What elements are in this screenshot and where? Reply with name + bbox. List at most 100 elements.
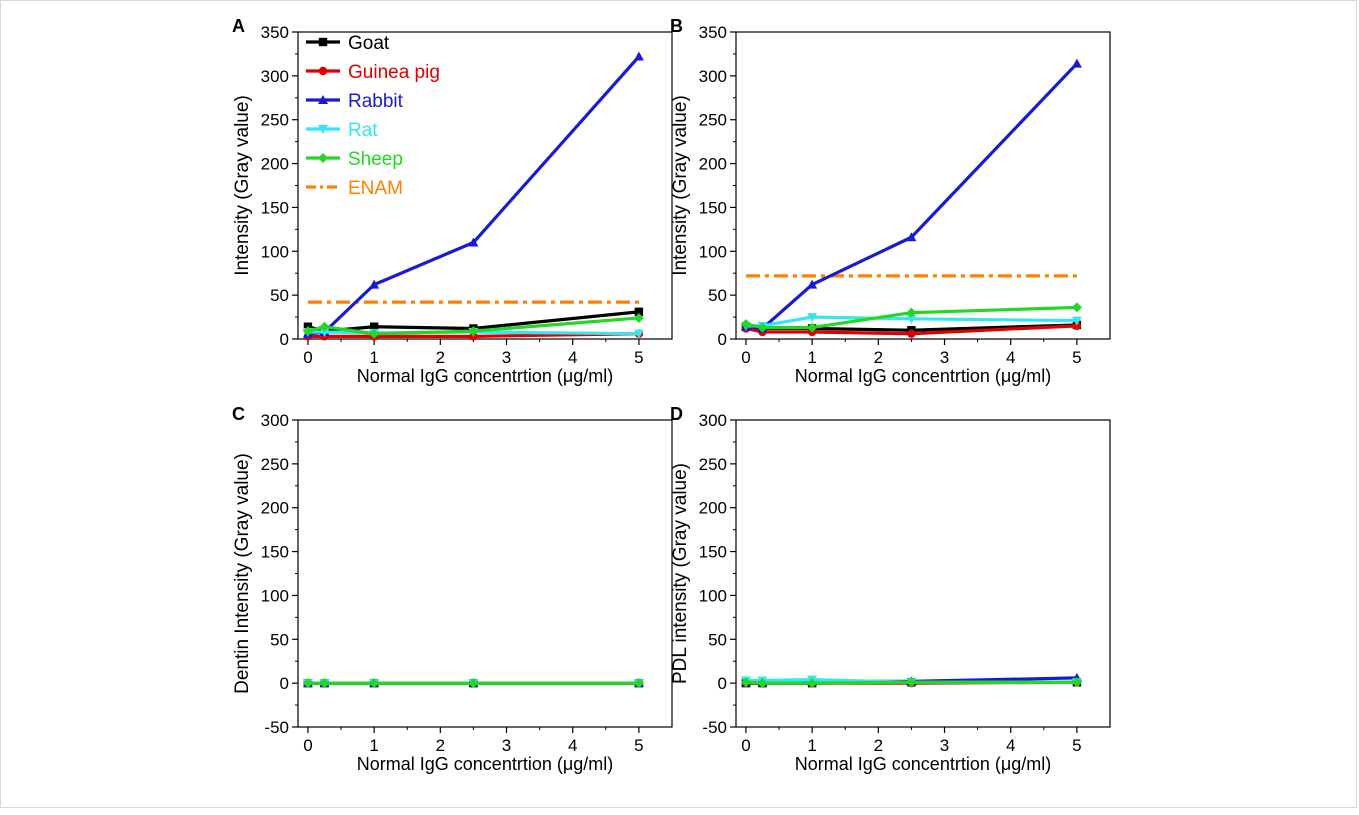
x-tick-label: 0 <box>741 348 750 367</box>
x-tick-label: 0 <box>303 736 312 755</box>
x-tick-label: 3 <box>940 348 949 367</box>
data-point-sheep <box>740 677 751 688</box>
y-tick-label: 50 <box>708 630 727 649</box>
x-tick-label: 5 <box>634 736 643 755</box>
data-point-sheep <box>633 312 644 323</box>
y-tick-label: 150 <box>699 198 727 217</box>
y-tick-label: 100 <box>261 586 289 605</box>
y-tick-label: -50 <box>264 718 289 737</box>
series-sheep <box>740 302 1082 333</box>
y-tick-label: 0 <box>280 674 289 693</box>
legend-label-sheep: Sheep <box>348 149 403 170</box>
data-point-sheep <box>1071 302 1082 313</box>
x-tick-label: 5 <box>1072 348 1081 367</box>
data-point-sheep <box>369 328 380 339</box>
data-point-rat <box>807 313 818 323</box>
y-tick-label: 250 <box>261 111 289 130</box>
x-tick-label: 2 <box>874 736 883 755</box>
y-tick-label: 200 <box>699 155 727 174</box>
data-point-rabbit <box>468 237 479 247</box>
x-tick-label: 1 <box>369 348 378 367</box>
legend-label-goat: Goat <box>348 33 390 54</box>
y-tick-label: 300 <box>699 411 727 430</box>
data-point-rabbit <box>906 232 917 242</box>
data-point-guinea-pig <box>1072 321 1082 331</box>
legend-marker-rabbit <box>318 95 328 104</box>
y-tick-label: 350 <box>261 23 289 42</box>
y-tick-label: 300 <box>261 67 289 86</box>
data-point-sheep <box>369 678 380 689</box>
y-tick-label: 250 <box>261 455 289 474</box>
data-point-sheep <box>906 677 917 688</box>
x-tick-label: 4 <box>568 736 577 755</box>
data-point-sheep <box>740 319 751 330</box>
y-tick-label: 100 <box>699 586 727 605</box>
y-axis-label: Intensity (Gray value) <box>232 95 253 276</box>
legend-marker-guinea-pig <box>318 66 328 76</box>
data-point-sheep <box>319 321 330 332</box>
x-tick-label: 3 <box>502 736 511 755</box>
y-tick-label: 50 <box>270 286 289 305</box>
x-tick-label: 2 <box>874 348 883 367</box>
x-tick-label: 1 <box>807 736 816 755</box>
y-tick-label: 200 <box>699 499 727 518</box>
series-rabbit <box>740 58 1082 333</box>
data-point-sheep <box>1071 677 1082 688</box>
legend-label-rat: Rat <box>348 120 378 141</box>
panel-d: -50 0 50 100 150 200 250 300 0 1 2 3 4 5 Normal IgG co… <box>670 404 1111 774</box>
legend-marker-rat <box>318 125 328 134</box>
x-tick-label: 1 <box>807 348 816 367</box>
series-sheep <box>740 677 1082 689</box>
y-tick-label: -50 <box>702 718 727 737</box>
data-point-sheep <box>807 678 818 689</box>
x-axis-label: Normal IgG concentrtion (μg/ml) <box>357 754 613 774</box>
y-axis-label: Dentin Intensity (Gray value) <box>232 453 253 694</box>
legend-marker-sheep <box>318 153 328 163</box>
data-point-sheep <box>468 678 479 689</box>
panel-c: -50 0 50 100 150 200 250 300 0 1 2 3 4 5 Normal IgG co… <box>232 404 673 774</box>
x-tick-label: 4 <box>1006 736 1015 755</box>
series-sheep <box>302 678 644 689</box>
y-tick-label: 100 <box>699 242 727 261</box>
legend: Goat Guinea pig Rabbit Rat Sheep ENAM <box>306 33 440 199</box>
y-axis-label: Intensity (Gray value) <box>670 95 691 276</box>
x-axis-label: Normal IgG concentrtion (μg/ml) <box>795 366 1051 386</box>
x-tick-label: 2 <box>436 348 445 367</box>
panel-label: A <box>232 16 245 36</box>
x-tick-label: 4 <box>568 348 577 367</box>
legend-label-enam: ENAM <box>348 178 403 199</box>
panel-b: 0 50 100 150 200 250 300 350 0 1 2 3 4 5 Normal IgG co… <box>670 16 1111 386</box>
legend-label-guinea-pig: Guinea pig <box>348 62 440 83</box>
data-point-guinea-pig <box>907 329 916 338</box>
x-axis-label: Normal IgG concentrtion (μg/ml) <box>795 754 1051 774</box>
panel-label: C <box>232 404 245 424</box>
y-tick-label: 200 <box>261 155 289 174</box>
data-point-goat <box>369 322 379 331</box>
data-point-rabbit <box>633 51 644 61</box>
x-tick-label: 3 <box>502 348 511 367</box>
data-point-sheep <box>906 307 917 318</box>
legend-marker-goat <box>318 37 328 47</box>
data-point-sheep <box>807 322 818 333</box>
data-point-sheep <box>468 326 479 337</box>
data-point-goat <box>634 307 644 317</box>
data-point-rat <box>633 329 644 339</box>
data-point-rabbit <box>1071 58 1082 68</box>
x-tick-label: 4 <box>1006 348 1015 367</box>
data-point-rat <box>1071 316 1082 326</box>
x-axis-label: Normal IgG concentrtion (μg/ml) <box>357 366 613 386</box>
data-point-sheep <box>633 678 644 689</box>
y-tick-label: 250 <box>699 111 727 130</box>
series-sheep <box>302 312 644 339</box>
data-point-sheep <box>757 322 768 333</box>
x-tick-label: 1 <box>369 736 378 755</box>
y-tick-label: 250 <box>699 455 727 474</box>
series-line-rabbit <box>745 62 1079 331</box>
panel-label: D <box>670 404 683 424</box>
data-point-sheep <box>302 326 313 337</box>
y-tick-label: 150 <box>261 543 289 562</box>
y-tick-label: 100 <box>261 242 289 261</box>
panel-a: 0 50 100 150 200 250 300 350 0 1 2 3 4 5 Normal IgG co… <box>232 16 673 386</box>
y-tick-label: 150 <box>699 543 727 562</box>
